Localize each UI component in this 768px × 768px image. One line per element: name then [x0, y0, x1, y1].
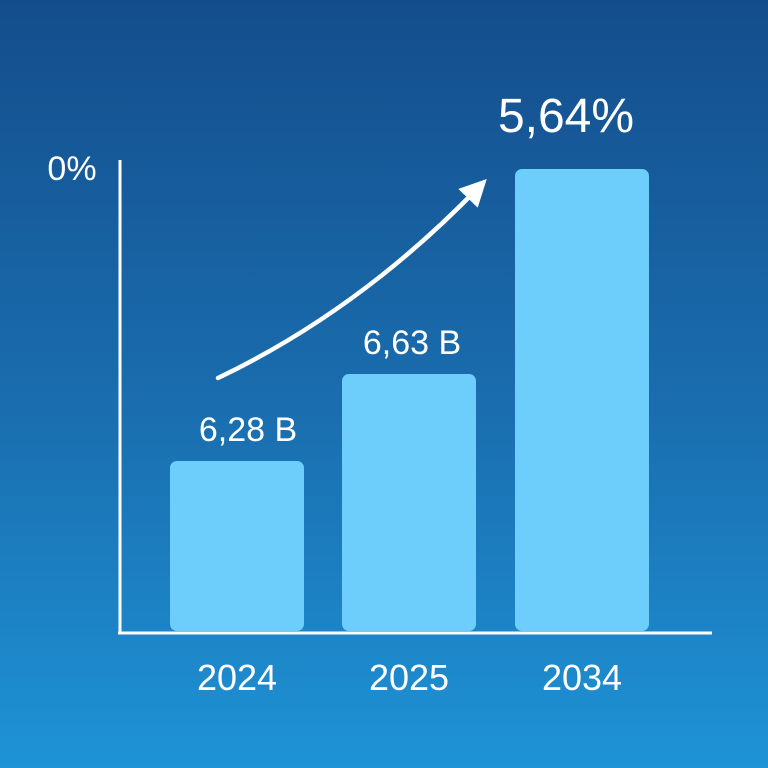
data-label-2024: 6,28 B — [199, 411, 297, 449]
growth-annotation: 5,64% — [498, 90, 634, 143]
x-tick-label-2024: 2024 — [197, 657, 277, 698]
y-axis-top-label: 0% — [47, 150, 96, 188]
x-tick-label-2025: 2025 — [369, 657, 449, 698]
bar-2025 — [342, 374, 476, 631]
x-tick-label-2034: 2034 — [542, 657, 622, 698]
trend-arrow — [215, 178, 487, 381]
data-label-2025: 6,63 B — [363, 324, 461, 362]
bar-2034 — [515, 169, 649, 631]
bar-2024 — [170, 461, 304, 631]
